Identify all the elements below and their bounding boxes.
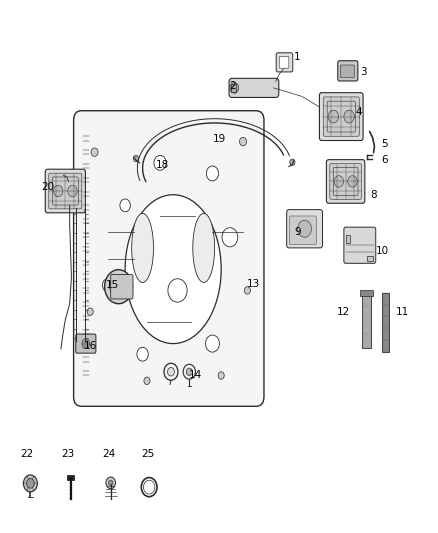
Circle shape <box>186 368 192 375</box>
Circle shape <box>120 199 131 212</box>
FancyBboxPatch shape <box>229 78 279 98</box>
Ellipse shape <box>125 195 221 344</box>
Text: 25: 25 <box>141 449 155 458</box>
Circle shape <box>134 156 139 162</box>
Circle shape <box>68 185 77 197</box>
Circle shape <box>218 372 224 379</box>
Circle shape <box>110 276 127 297</box>
Circle shape <box>23 475 37 492</box>
Text: 18: 18 <box>155 160 169 171</box>
Circle shape <box>26 479 34 488</box>
Bar <box>231 84 237 92</box>
Bar <box>67 475 74 480</box>
FancyBboxPatch shape <box>289 216 316 245</box>
Text: 12: 12 <box>337 306 350 317</box>
FancyBboxPatch shape <box>111 274 133 299</box>
Text: 11: 11 <box>396 306 409 317</box>
Circle shape <box>105 270 133 304</box>
Ellipse shape <box>132 213 153 282</box>
Circle shape <box>334 176 343 187</box>
Circle shape <box>240 138 247 146</box>
FancyBboxPatch shape <box>344 227 376 263</box>
FancyBboxPatch shape <box>319 93 363 141</box>
Text: 6: 6 <box>381 155 388 165</box>
Ellipse shape <box>193 213 215 282</box>
Text: 4: 4 <box>355 107 362 117</box>
Bar <box>382 293 389 352</box>
Text: 2: 2 <box>229 81 235 91</box>
Text: 16: 16 <box>84 341 97 351</box>
Circle shape <box>115 282 122 291</box>
Circle shape <box>344 110 354 123</box>
Text: 1: 1 <box>294 52 301 61</box>
Circle shape <box>137 348 148 361</box>
Text: 5: 5 <box>381 139 388 149</box>
FancyBboxPatch shape <box>287 209 322 248</box>
FancyBboxPatch shape <box>76 334 96 353</box>
Text: 15: 15 <box>106 280 119 290</box>
Circle shape <box>91 148 98 157</box>
Circle shape <box>167 368 174 376</box>
Bar <box>367 256 373 261</box>
Text: 10: 10 <box>376 246 389 255</box>
FancyBboxPatch shape <box>333 167 358 196</box>
Circle shape <box>144 377 150 384</box>
Text: 9: 9 <box>294 227 301 237</box>
Text: 22: 22 <box>20 449 34 458</box>
Circle shape <box>106 477 116 489</box>
Circle shape <box>297 220 311 237</box>
FancyBboxPatch shape <box>74 111 264 406</box>
FancyBboxPatch shape <box>323 97 359 136</box>
Circle shape <box>230 83 239 93</box>
Text: 14: 14 <box>188 370 201 381</box>
Text: 24: 24 <box>102 449 116 458</box>
Circle shape <box>244 287 251 294</box>
Text: 19: 19 <box>212 134 226 144</box>
FancyBboxPatch shape <box>53 177 78 205</box>
FancyBboxPatch shape <box>45 169 85 213</box>
Text: 20: 20 <box>41 182 54 192</box>
Circle shape <box>348 176 357 187</box>
Text: 8: 8 <box>371 190 377 200</box>
FancyBboxPatch shape <box>326 160 365 203</box>
Circle shape <box>109 480 113 486</box>
Text: 13: 13 <box>247 279 261 288</box>
Bar <box>360 289 373 296</box>
Circle shape <box>205 335 219 352</box>
Circle shape <box>290 159 295 165</box>
Circle shape <box>102 279 113 292</box>
Circle shape <box>154 156 166 170</box>
FancyBboxPatch shape <box>330 164 361 199</box>
Circle shape <box>328 110 339 123</box>
Circle shape <box>87 308 93 316</box>
Text: 23: 23 <box>62 449 75 458</box>
Circle shape <box>168 279 187 302</box>
Bar <box>346 235 350 243</box>
FancyBboxPatch shape <box>279 56 289 68</box>
FancyBboxPatch shape <box>276 53 293 72</box>
Circle shape <box>222 228 238 247</box>
Text: 3: 3 <box>360 68 367 77</box>
FancyBboxPatch shape <box>340 65 354 78</box>
FancyBboxPatch shape <box>49 173 82 209</box>
Circle shape <box>82 339 90 349</box>
FancyBboxPatch shape <box>327 101 355 132</box>
FancyBboxPatch shape <box>338 61 358 81</box>
Bar <box>362 292 371 348</box>
Circle shape <box>53 185 63 197</box>
Circle shape <box>206 166 219 181</box>
